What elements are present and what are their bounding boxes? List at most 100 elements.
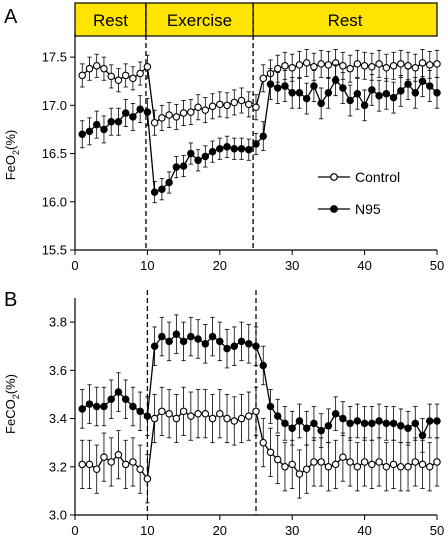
data-point <box>245 340 253 348</box>
data-point <box>288 63 296 72</box>
data-point <box>252 407 260 416</box>
data-point <box>252 140 260 148</box>
data-point <box>158 332 166 341</box>
panel-b-x-tick-label: 20 <box>213 523 227 538</box>
panel-b-label: B <box>4 289 17 311</box>
data-point <box>252 103 260 112</box>
data-point <box>107 72 115 81</box>
data-point <box>114 388 123 396</box>
data-point <box>418 460 427 469</box>
data-point <box>208 102 217 111</box>
data-point <box>302 94 311 103</box>
data-point <box>230 144 239 153</box>
data-point <box>129 74 137 83</box>
data-point <box>136 407 144 416</box>
data-point <box>194 409 202 418</box>
data-point <box>426 417 434 425</box>
data-point <box>179 407 188 416</box>
panel-b-plot: 3.0 3.2 3.4 3.6 3.8 0 10 20 30 40 50 <box>49 290 444 538</box>
panel-a-label: A <box>4 6 18 28</box>
panel-a-y-tick-label: 15.5 <box>42 243 67 258</box>
panel-a-y-tick-label: 16.5 <box>42 146 67 161</box>
data-point <box>143 475 152 483</box>
data-point <box>208 147 217 156</box>
panel-b-x-tick-label: 0 <box>71 523 78 538</box>
data-point <box>382 419 391 428</box>
data-point <box>418 59 427 67</box>
data-point <box>194 335 202 343</box>
data-point <box>179 162 188 170</box>
data-point <box>208 414 217 423</box>
data-point <box>382 63 391 72</box>
data-point <box>295 89 304 97</box>
panel-a-y-axis-label: FeO2(%) <box>3 130 21 181</box>
data-point <box>223 143 231 151</box>
phase-label: Exercise <box>167 11 232 30</box>
data-point <box>418 431 427 440</box>
data-point <box>302 424 311 432</box>
data-point <box>143 63 152 71</box>
phase-label: Rest <box>93 11 128 30</box>
data-point <box>404 62 412 70</box>
data-point <box>107 458 115 466</box>
data-point <box>107 117 115 126</box>
data-point <box>129 402 137 411</box>
data-point <box>368 460 376 469</box>
data-point <box>368 419 376 428</box>
data-point <box>100 402 108 411</box>
panel-b-y-tick-label: 3.4 <box>49 411 67 426</box>
data-point <box>121 395 130 404</box>
data-point <box>143 108 152 116</box>
data-point <box>216 337 224 346</box>
data-point <box>273 455 282 464</box>
panel-a-y-tick-label: 17.0 <box>42 98 67 113</box>
data-point <box>194 156 202 165</box>
data-point <box>389 62 398 70</box>
data-point <box>259 361 267 370</box>
data-point <box>295 61 304 69</box>
legend-n95-label: N95 <box>355 201 381 217</box>
data-point <box>100 453 108 461</box>
data-point <box>339 453 347 461</box>
data-point <box>389 419 398 428</box>
data-point <box>324 422 333 430</box>
data-point <box>324 463 333 471</box>
data-point <box>78 130 86 139</box>
data-point <box>360 101 369 110</box>
panel-b-series-control <box>78 386 441 504</box>
data-point <box>136 465 144 473</box>
panel-b-y-tick-label: 3.0 <box>49 508 67 523</box>
data-point <box>85 400 94 408</box>
data-point <box>281 62 289 70</box>
phase-box <box>252 2 438 37</box>
data-point <box>288 424 296 432</box>
data-point <box>194 103 202 112</box>
data-point <box>121 460 130 469</box>
data-point <box>165 337 173 346</box>
data-point <box>310 458 318 466</box>
data-point <box>237 144 246 153</box>
data-point <box>331 76 340 85</box>
data-point <box>411 419 420 428</box>
legend: Control N95 <box>318 169 400 217</box>
data-point <box>187 412 195 420</box>
data-point <box>92 62 101 70</box>
data-point <box>433 458 441 466</box>
data-point <box>201 409 210 418</box>
data-point <box>136 69 144 78</box>
data-point <box>295 470 304 478</box>
data-point <box>143 412 152 420</box>
data-point <box>317 458 325 466</box>
data-point <box>216 100 224 109</box>
data-point <box>259 132 267 140</box>
data-point <box>375 458 383 466</box>
data-point <box>158 185 166 193</box>
series-line <box>81 333 437 437</box>
data-point <box>339 84 347 92</box>
data-point <box>172 414 181 423</box>
data-point <box>223 414 231 423</box>
data-point <box>310 63 318 71</box>
data-point <box>433 89 441 97</box>
data-point <box>317 60 325 68</box>
data-point <box>433 417 441 425</box>
